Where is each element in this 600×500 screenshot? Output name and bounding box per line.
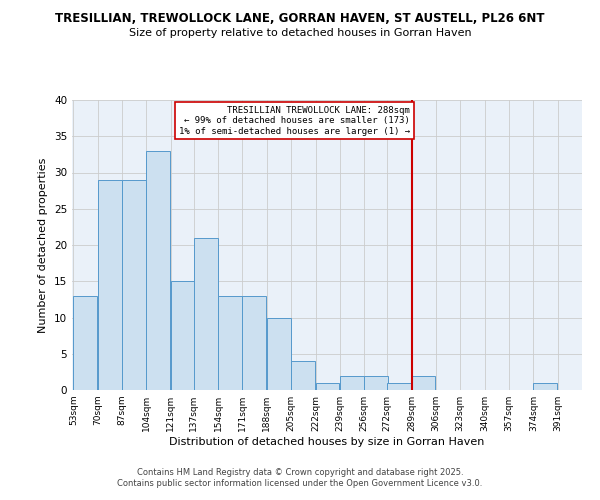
Bar	[316, 383, 340, 390]
Bar	[171, 281, 195, 390]
Bar	[218, 296, 242, 390]
Bar	[98, 180, 122, 390]
Bar	[533, 383, 557, 390]
Bar	[73, 296, 97, 390]
Bar	[387, 383, 411, 390]
Text: Size of property relative to detached houses in Gorran Haven: Size of property relative to detached ho…	[128, 28, 472, 38]
Bar	[242, 296, 266, 390]
Text: TRESILLIAN TREWOLLOCK LANE: 288sqm
← 99% of detached houses are smaller (173)
1%: TRESILLIAN TREWOLLOCK LANE: 288sqm ← 99%…	[179, 106, 410, 136]
Bar	[291, 361, 315, 390]
Bar	[364, 376, 388, 390]
Bar	[194, 238, 218, 390]
Bar	[146, 151, 170, 390]
Y-axis label: Number of detached properties: Number of detached properties	[38, 158, 49, 332]
Bar	[412, 376, 436, 390]
Text: TRESILLIAN, TREWOLLOCK LANE, GORRAN HAVEN, ST AUSTELL, PL26 6NT: TRESILLIAN, TREWOLLOCK LANE, GORRAN HAVE…	[55, 12, 545, 26]
Bar	[340, 376, 364, 390]
Bar	[267, 318, 291, 390]
X-axis label: Distribution of detached houses by size in Gorran Haven: Distribution of detached houses by size …	[169, 437, 485, 447]
Bar	[122, 180, 146, 390]
Text: Contains HM Land Registry data © Crown copyright and database right 2025.
Contai: Contains HM Land Registry data © Crown c…	[118, 468, 482, 487]
